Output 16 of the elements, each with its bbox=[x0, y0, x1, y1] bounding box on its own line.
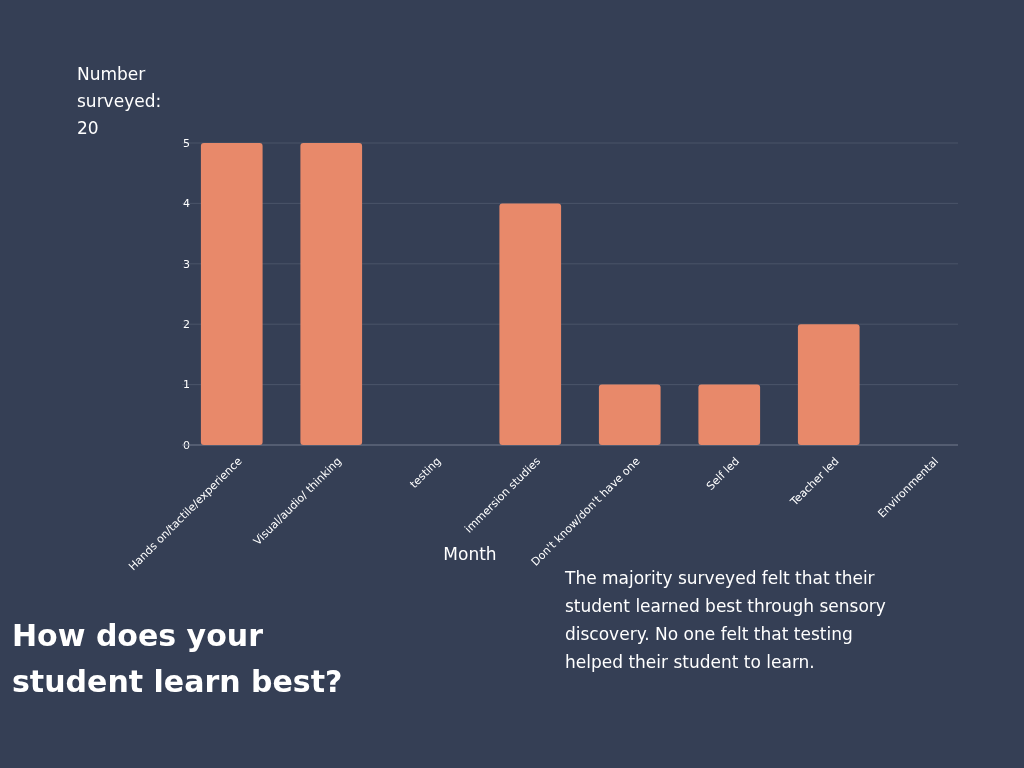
y-tick-label: 3 bbox=[183, 257, 190, 271]
text: The majority surveyed felt that their student learned best through sensory discovery. No one felt that testing helped their student to learn. bbox=[564, 568, 886, 672]
y-tick-label: 4 bbox=[183, 197, 190, 211]
bar bbox=[300, 143, 363, 445]
bar bbox=[499, 203, 562, 445]
bar bbox=[797, 324, 860, 445]
text: How does your student learn best? bbox=[12, 618, 343, 699]
x-axis-title: Month bbox=[443, 544, 497, 564]
y-axis-title: Number surveyed: 20 bbox=[77, 64, 162, 138]
y-tick-label: 0 bbox=[183, 438, 190, 452]
bar bbox=[698, 384, 761, 445]
bar bbox=[200, 143, 263, 445]
y-tick-label: 5 bbox=[183, 136, 190, 150]
y-tick-label: 1 bbox=[183, 378, 190, 392]
bar bbox=[598, 384, 661, 445]
y-tick-label: 2 bbox=[183, 318, 190, 332]
